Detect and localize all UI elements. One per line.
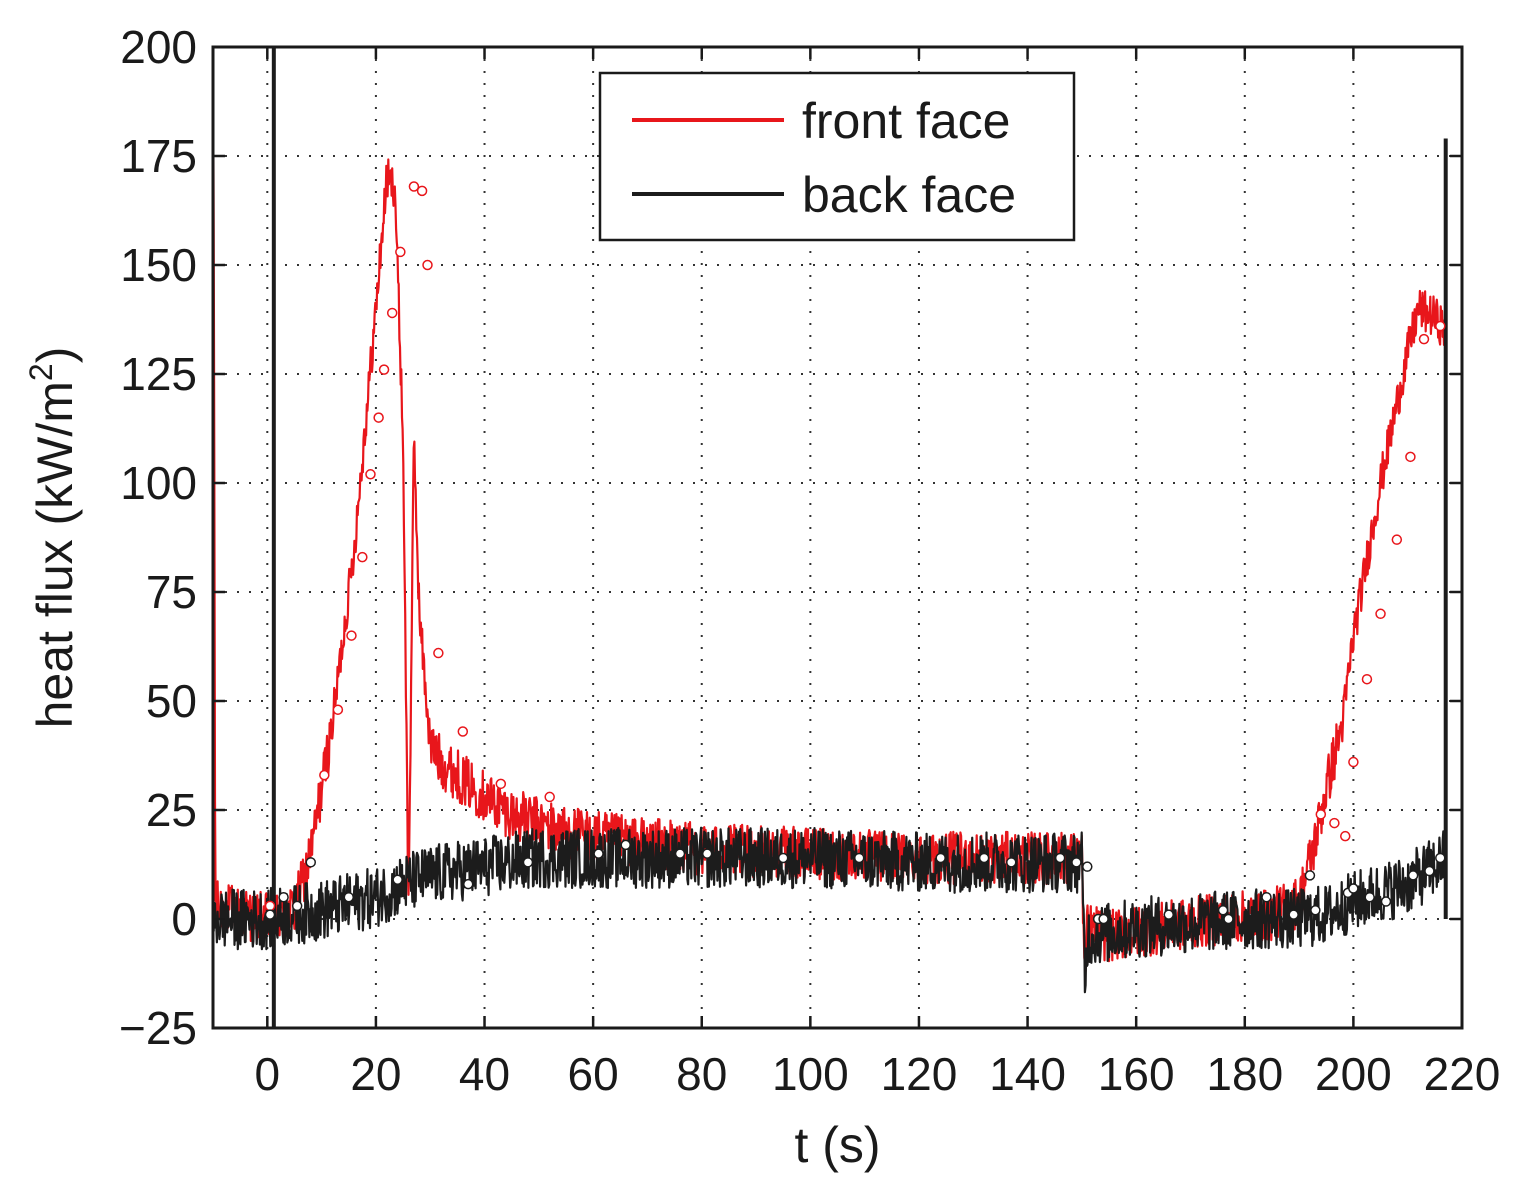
x-tick-label: 20: [350, 1048, 401, 1100]
marker-back-face: [1217, 905, 1229, 916]
marker-back-face: [305, 857, 316, 868]
marker-back-face: [1304, 870, 1316, 881]
legend-box: [598, 71, 1076, 242]
marker-back-face: [1082, 861, 1093, 872]
marker-front-face: [416, 185, 428, 197]
marker-front-face: [1391, 534, 1403, 545]
marker-front-face: [1348, 756, 1359, 768]
y-tick-label: 25: [146, 784, 197, 836]
marker-back-face: [264, 909, 276, 920]
marker-back-face: [1310, 905, 1321, 916]
y-axis-label-close: ): [27, 347, 83, 364]
marker-front-face: [386, 307, 398, 319]
marker-back-face: [1071, 857, 1082, 868]
y-tick-label: 0: [171, 893, 197, 945]
marker-front-face: [395, 246, 406, 258]
marker-front-face: [1405, 451, 1416, 463]
marker-back-face: [1380, 896, 1392, 907]
marker-back-face: [1163, 909, 1175, 920]
marker-front-face: [1375, 608, 1386, 620]
marker-back-face: [1407, 870, 1419, 881]
marker-front-face: [1329, 817, 1340, 829]
marker-front-face: [264, 900, 276, 912]
marker-back-face: [1054, 852, 1066, 864]
marker-back-face: [392, 874, 403, 886]
x-tick-label: 200: [1315, 1048, 1392, 1100]
marker-back-face: [701, 848, 713, 859]
marker-back-face: [1006, 857, 1017, 868]
marker-front-face: [365, 469, 376, 480]
marker-back-face: [291, 900, 303, 912]
marker-front-face: [378, 364, 390, 375]
y-tick-label: 200: [120, 21, 197, 73]
marker-back-face: [935, 852, 946, 864]
x-tick-label: 40: [459, 1048, 510, 1100]
x-tick-label: 60: [568, 1048, 619, 1100]
y-axis-label: heat flux (kW/m2): [23, 347, 83, 729]
x-tick-label: 160: [1098, 1048, 1175, 1100]
marker-back-face: [1261, 891, 1272, 903]
marker-back-face: [1098, 913, 1109, 925]
y-axis-label-superscript: 2: [23, 363, 59, 381]
y-tick-label: 100: [120, 457, 197, 509]
marker-back-face: [343, 891, 355, 903]
marker-back-face: [278, 891, 289, 903]
legend-label-front-face: front face: [802, 93, 1010, 149]
marker-back-face: [1435, 852, 1446, 864]
legend: front face back face: [598, 71, 1076, 242]
legend-label-back-face: back face: [802, 167, 1016, 223]
marker-front-face: [1339, 830, 1351, 842]
axis-ticks: 0 20 40 60 80 100 120 140 160 180 200 220 −25 0 25 50 75…: [119, 21, 1500, 1100]
marker-back-face: [593, 848, 604, 859]
marker-front-face: [457, 726, 469, 737]
marker-front-face: [1418, 333, 1430, 345]
marker-front-face: [357, 551, 368, 563]
marker-back-face: [522, 857, 534, 868]
marker-back-face: [674, 848, 686, 859]
marker-back-face: [462, 878, 474, 890]
marker-front-face: [408, 181, 420, 192]
y-tick-label: 50: [146, 675, 197, 727]
y-axis-label-main: heat flux (kW/m: [27, 381, 83, 728]
y-tick-label: −25: [119, 1002, 197, 1054]
x-tick-label: 80: [676, 1048, 727, 1100]
series-line-back-face: [211, 826, 1447, 994]
x-tick-label: 220: [1424, 1048, 1501, 1100]
marker-front-face: [373, 412, 384, 423]
marker-front-face: [319, 769, 330, 781]
series-markers: [264, 181, 1446, 925]
x-tick-label: 180: [1206, 1048, 1283, 1100]
marker-front-face: [346, 630, 357, 641]
series-lines: [211, 46, 1448, 1028]
marker-front-face: [544, 791, 555, 803]
marker-front-face: [1315, 809, 1327, 820]
y-tick-label: 125: [120, 348, 197, 400]
marker-front-face: [1361, 673, 1373, 685]
x-tick-label: 100: [772, 1048, 849, 1100]
marker-front-face: [495, 778, 507, 790]
x-tick-label: 0: [255, 1048, 281, 1100]
marker-front-face: [332, 704, 344, 715]
y-tick-label: 75: [146, 566, 197, 618]
marker-back-face: [1348, 883, 1359, 894]
marker-front-face: [1435, 320, 1446, 332]
y-tick-label: 150: [120, 239, 197, 291]
x-tick-label: 140: [989, 1048, 1066, 1100]
marker-back-face: [1364, 891, 1375, 903]
marker-back-face: [777, 852, 789, 864]
marker-back-face: [853, 852, 865, 864]
marker-back-face: [620, 839, 631, 851]
marker-back-face: [1288, 909, 1299, 920]
marker-back-face: [1424, 865, 1435, 877]
x-tick-label: 120: [881, 1048, 958, 1100]
marker-back-face: [978, 852, 990, 864]
y-tick-label: 175: [120, 130, 197, 182]
marker-front-face: [422, 259, 433, 271]
marker-back-face: [1223, 913, 1234, 925]
x-axis-label: t (s): [794, 1117, 880, 1173]
plot-frame: [211, 45, 1464, 1030]
marker-front-face: [433, 647, 444, 659]
